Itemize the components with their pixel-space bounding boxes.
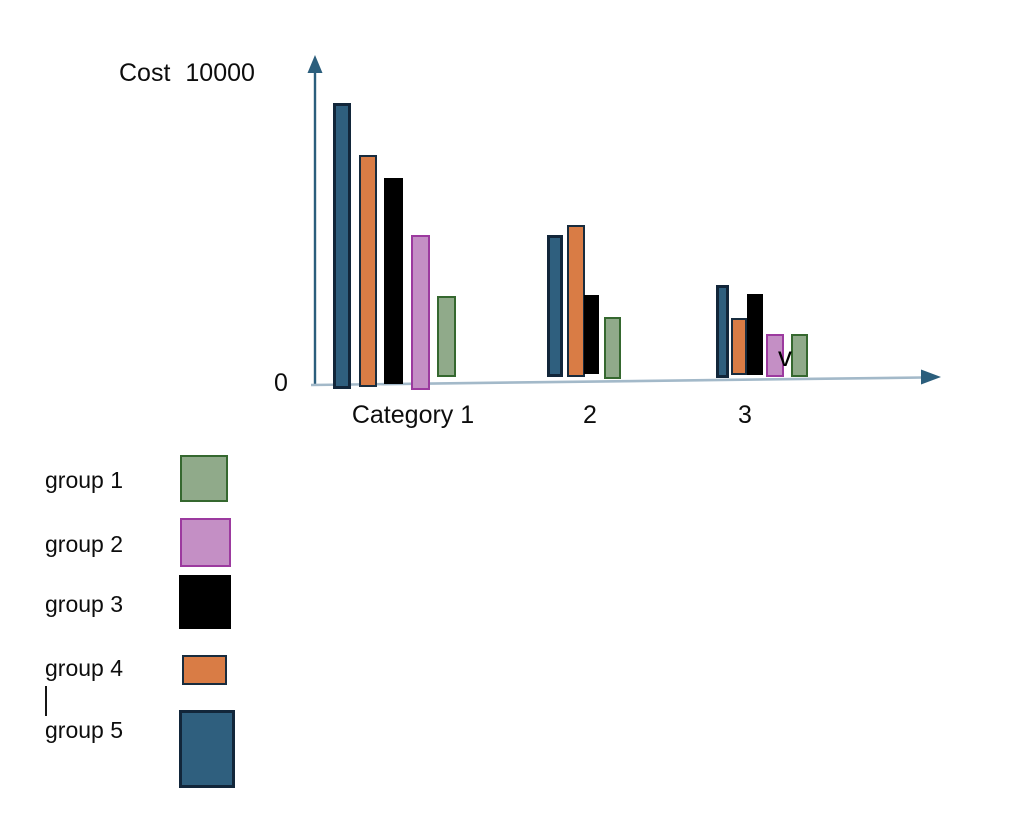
bar-group-4-category-1 [359,155,377,387]
bar-group-5-category-1 [333,103,351,389]
bar-group-1-3 [791,334,808,377]
legend-swatch-group-3 [179,575,231,629]
text-cursor-artifact [45,686,47,716]
legend-label-group-4: group 4 [45,655,124,681]
y-axis-title-label: Cost [119,59,171,87]
y-axis-arrowhead-icon [307,55,323,73]
bar-group-4-3 [731,318,747,375]
category-label-1: Category 1 [351,401,475,429]
legend-label-group-1: group 1 [45,467,124,493]
bar-group-2-3 [766,334,784,377]
bar-group-5-3 [716,285,729,378]
bar-group-4-2 [567,225,585,377]
bar-group-3-3 [747,294,763,375]
x-axis-arrowhead-icon [921,369,941,385]
category-label-2: 2 [583,401,597,429]
legend-label-group-3: group 3 [45,591,124,617]
y-axis-scale-value: 10000 [185,59,255,87]
legend-label-group-2: group 2 [45,531,124,557]
legend-label-group-5: group 5 [45,717,124,743]
stray-text-v: v [778,341,792,372]
bar-group-2-category-1 [411,235,430,390]
bar-group-5-2 [547,235,563,377]
bar-group-3-category-1 [384,178,403,384]
legend-swatch-group-2 [180,518,231,567]
legend-swatch-group-1 [180,455,228,502]
y-axis-title: Cost 10000 [119,59,255,88]
bar-group-1-category-1 [437,296,456,377]
origin-zero-label: 0 [274,369,288,397]
bar-group-1-2 [604,317,621,379]
bar-group-3-2 [584,295,599,374]
category-label-3: 3 [738,401,752,429]
legend-swatch-group-4 [182,655,227,685]
legend-swatch-group-5 [179,710,235,788]
